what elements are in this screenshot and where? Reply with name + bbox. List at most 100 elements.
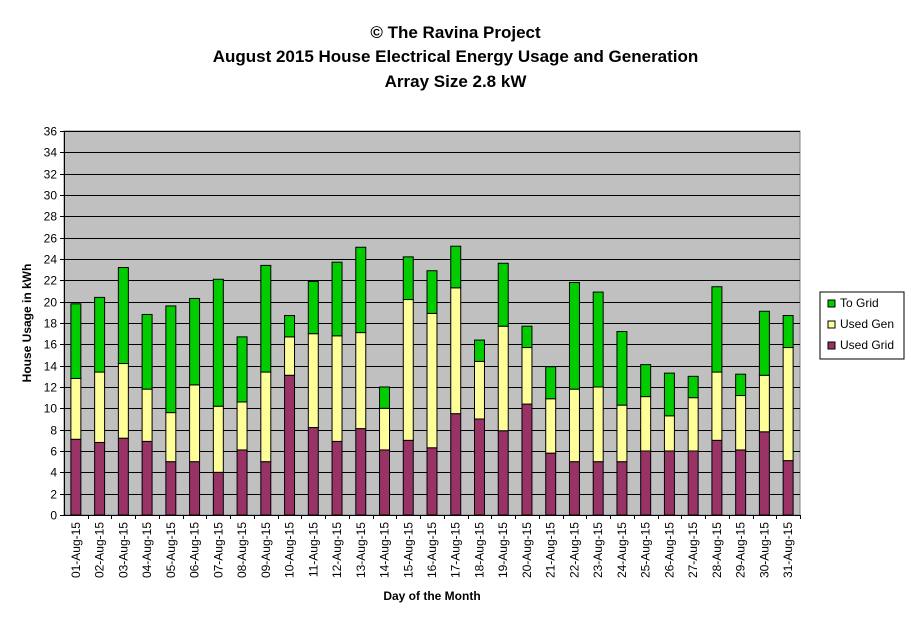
x-tick-label: 01-Aug-15 <box>69 522 83 578</box>
bar-used-gen <box>379 407 391 451</box>
bar-used-gen <box>758 374 770 433</box>
x-tick-label: 21-Aug-15 <box>544 522 558 578</box>
bar-to-grid <box>355 246 367 334</box>
bar-to-grid <box>189 297 201 386</box>
bar-used-gen <box>260 371 272 463</box>
bar-to-grid <box>521 325 533 349</box>
x-tick-label: 29-Aug-15 <box>734 522 748 578</box>
x-tick-label: 20-Aug-15 <box>520 522 534 578</box>
bar-used-grid <box>545 452 557 516</box>
bar-used-gen <box>236 401 248 451</box>
y-tick-label: 22 <box>44 274 58 288</box>
bar-to-grid <box>782 315 794 349</box>
bar-used-gen <box>284 336 296 376</box>
legend-swatch-used-grid <box>827 341 836 350</box>
bar-used-gen <box>473 360 485 420</box>
y-tick-label: 36 <box>44 125 58 139</box>
x-tick-label: 10-Aug-15 <box>283 522 297 578</box>
bar-used-gen <box>521 347 533 405</box>
bar-used-grid <box>616 461 628 516</box>
bar-used-grid <box>212 471 224 516</box>
bar-used-grid <box>189 461 201 516</box>
bar-used-grid <box>687 450 699 516</box>
bar-used-grid <box>568 461 580 516</box>
legend-label-used-grid: Used Grid <box>840 338 894 352</box>
x-tick-label: 26-Aug-15 <box>662 522 676 578</box>
chart-subtitle: August 2015 House Electrical Energy Usag… <box>212 47 699 66</box>
y-tick-label: 0 <box>50 509 57 523</box>
x-tick-label: 16-Aug-15 <box>425 522 439 578</box>
x-tick-label: 08-Aug-15 <box>235 522 249 578</box>
y-tick-label: 14 <box>44 360 58 374</box>
bar-to-grid <box>545 366 557 400</box>
bar-to-grid <box>260 264 272 373</box>
bar-to-grid <box>379 386 391 409</box>
bar-to-grid <box>284 315 296 338</box>
bar-to-grid <box>94 296 106 373</box>
bar-used-gen <box>189 384 201 463</box>
bar-used-grid <box>70 438 82 516</box>
bar-to-grid <box>450 245 462 289</box>
x-tick-label: 03-Aug-15 <box>116 522 130 578</box>
x-tick-label: 22-Aug-15 <box>567 522 581 578</box>
bar-used-gen <box>141 388 153 442</box>
bar-used-gen <box>117 363 129 439</box>
x-tick-label: 17-Aug-15 <box>449 522 463 578</box>
bar-used-grid <box>663 450 675 516</box>
bar-used-grid <box>141 440 153 516</box>
y-tick-label: 6 <box>50 445 57 459</box>
x-tick-label: 06-Aug-15 <box>188 522 202 578</box>
bar-used-grid <box>735 449 747 516</box>
y-tick-label: 16 <box>44 338 58 352</box>
bar-to-grid <box>711 286 723 373</box>
bar-to-grid <box>687 375 699 399</box>
bar-used-gen <box>70 377 82 440</box>
y-tick-label: 30 <box>44 189 58 203</box>
x-tick-label: 31-Aug-15 <box>781 522 795 578</box>
bar-used-grid <box>165 461 177 516</box>
bar-to-grid <box>497 262 509 327</box>
bar-used-gen <box>355 332 367 430</box>
bar-used-grid <box>497 430 509 516</box>
bar-used-grid <box>307 427 319 516</box>
legend-swatch-used-gen <box>827 320 836 329</box>
bar-used-gen <box>307 333 319 429</box>
bar-to-grid <box>616 331 628 406</box>
x-tick-label: 09-Aug-15 <box>259 522 273 578</box>
y-tick-label: 8 <box>50 424 57 438</box>
bar-used-gen <box>426 312 438 449</box>
chart-title: © The Ravina Project <box>370 23 541 42</box>
bar-used-gen <box>212 405 224 473</box>
x-tick-label: 12-Aug-15 <box>330 522 344 578</box>
bar-used-gen <box>782 347 794 462</box>
bar-to-grid <box>212 278 224 407</box>
bar-to-grid <box>402 256 414 301</box>
bar-used-grid <box>379 449 391 516</box>
bar-used-grid <box>402 439 414 516</box>
bar-to-grid <box>307 280 319 335</box>
x-tick-label: 14-Aug-15 <box>378 522 392 578</box>
x-axis-label: Day of the Month <box>383 589 480 603</box>
chart-subtitle-2: Array Size 2.8 kW <box>384 72 527 91</box>
x-tick-label: 23-Aug-15 <box>591 522 605 578</box>
bar-to-grid <box>236 336 248 403</box>
x-tick-label: 25-Aug-15 <box>639 522 653 578</box>
bar-used-grid <box>117 437 129 516</box>
y-tick-label: 4 <box>50 466 57 480</box>
legend-swatch-to-grid <box>827 299 836 308</box>
x-tick-label: 28-Aug-15 <box>710 522 724 578</box>
bar-used-gen <box>687 397 699 452</box>
y-tick-label: 24 <box>44 253 58 267</box>
bar-used-gen <box>497 325 509 432</box>
bar-to-grid <box>117 267 129 365</box>
bar-to-grid <box>473 339 485 362</box>
bar-used-gen <box>592 386 604 463</box>
bar-used-gen <box>616 404 628 463</box>
bar-used-grid <box>640 450 652 516</box>
bar-used-gen <box>568 388 580 463</box>
legend-label-used-gen: Used Gen <box>840 317 894 331</box>
bar-used-grid <box>331 440 343 516</box>
x-tick-label: 02-Aug-15 <box>93 522 107 578</box>
bar-to-grid <box>426 270 438 314</box>
